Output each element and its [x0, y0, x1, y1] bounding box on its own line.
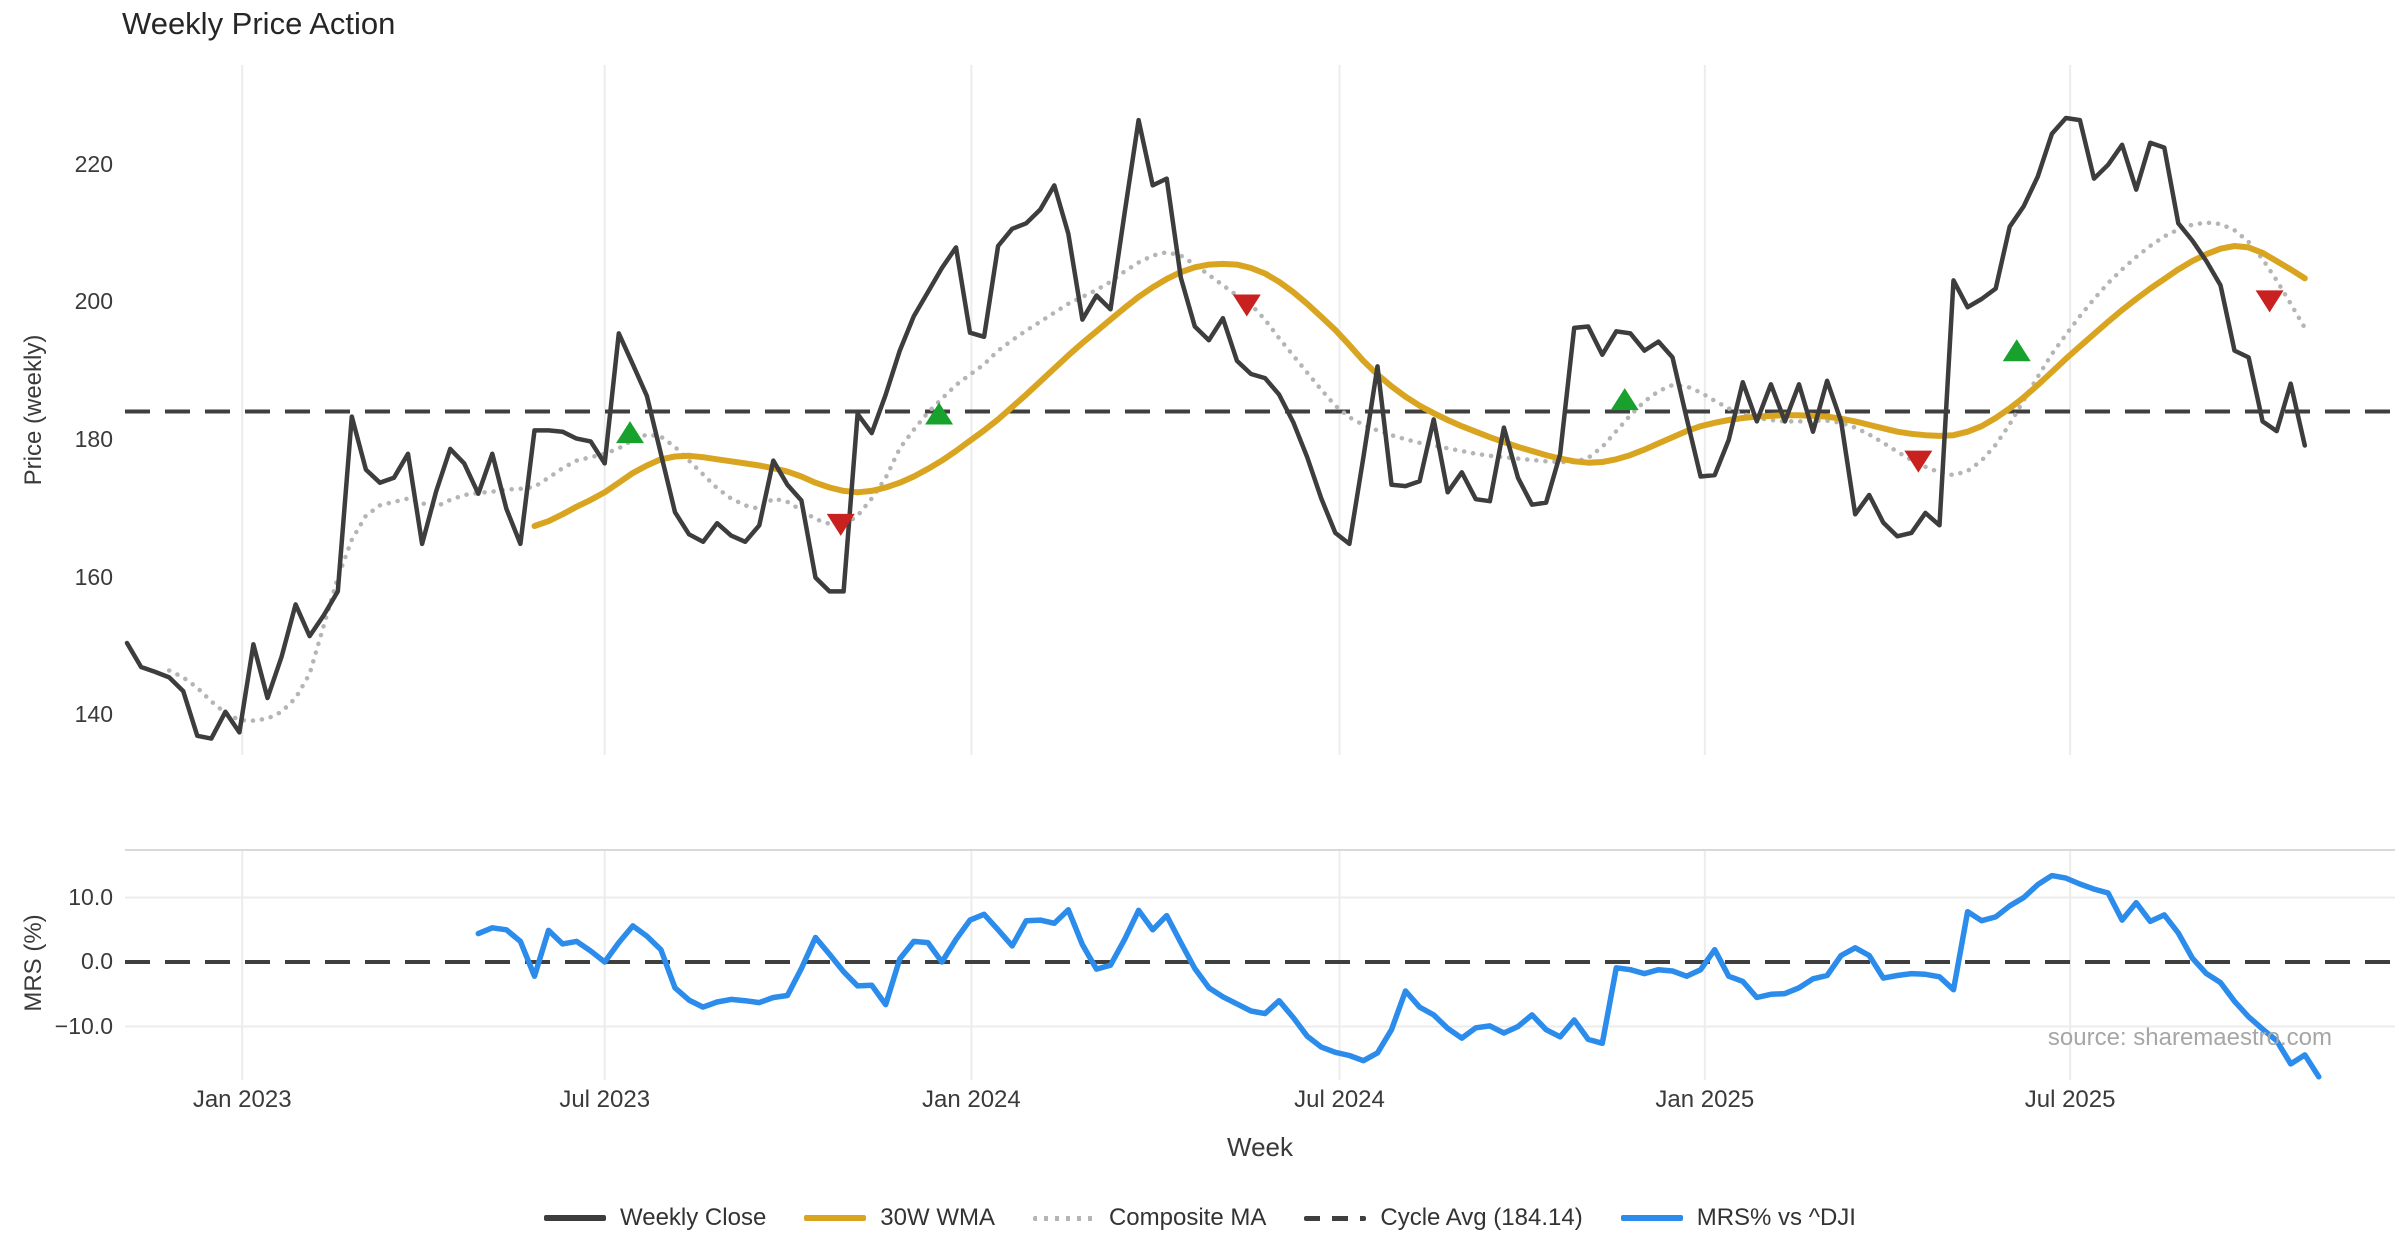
- price-tick-label: 160: [74, 563, 113, 590]
- legend-label: Composite MA: [1108, 1204, 1267, 1231]
- legend-swatch: [544, 1215, 607, 1221]
- source-credit: source: sharemaestro.com: [2047, 1024, 2332, 1051]
- price-axis-label: Price (weekly): [20, 334, 47, 486]
- sell-signal-marker: [826, 513, 855, 536]
- legend-label: Cycle Avg (184.14): [1380, 1204, 1583, 1231]
- mrs-tick-label: 0.0: [81, 948, 113, 974]
- x-tick-label: Jan 2023: [192, 1086, 292, 1113]
- wma-line: [531, 243, 2308, 529]
- sell-signal-marker: [1232, 294, 1261, 317]
- mrs-tick-label: 10.0: [68, 883, 113, 910]
- legend: Weekly Close 30W WMA Composite MA Cycle Avg…: [0, 1204, 2400, 1232]
- price-tick-label: 200: [74, 288, 113, 315]
- legend-item-30w-wma: 30W WMA: [804, 1204, 995, 1232]
- x-tick-label: Jul 2024: [1294, 1086, 1385, 1113]
- chart-title: Weekly Price Action: [122, 6, 396, 41]
- x-tick-label: Jan 2024: [922, 1086, 1021, 1113]
- legend-swatch: [1304, 1215, 1367, 1221]
- x-tick-label: Jan 2025: [1655, 1086, 1755, 1113]
- mrs-tick-label: −10.0: [54, 1012, 113, 1039]
- price-tick-label: 180: [74, 426, 113, 452]
- mrs-line: [475, 872, 2322, 1080]
- buy-signal-marker: [1610, 388, 1639, 411]
- legend-swatch: [1032, 1215, 1095, 1221]
- buy-signal-marker: [2002, 339, 2031, 362]
- x-tick-label: Jul 2023: [559, 1086, 651, 1113]
- legend-swatch: [1620, 1215, 1683, 1221]
- legend-label: Weekly Close: [620, 1204, 767, 1231]
- price-tick-label: 220: [74, 150, 113, 177]
- legend-swatch: [804, 1215, 867, 1221]
- sell-signal-marker: [1904, 450, 1933, 473]
- legend-item-cycle-avg-184-14-: Cycle Avg (184.14): [1304, 1204, 1583, 1232]
- week-axis-label: Week: [1227, 1132, 1293, 1162]
- legend-item-weekly-close: Weekly Close: [544, 1204, 766, 1232]
- legend-label: MRS% vs ^DJI: [1696, 1204, 1856, 1231]
- legend-item-composite-ma: Composite MA: [1032, 1204, 1267, 1232]
- weekly-close-line: [124, 115, 2308, 741]
- price-tick-label: 140: [74, 701, 113, 728]
- legend-item-mrs-vs-dji: MRS% vs ^DJI: [1620, 1204, 1856, 1232]
- sell-signal-marker: [2255, 290, 2284, 313]
- buy-signal-marker: [925, 402, 954, 425]
- x-tick-label: Jul 2025: [2024, 1086, 2116, 1113]
- buy-signal-marker: [615, 421, 644, 444]
- legend-label: 30W WMA: [880, 1204, 995, 1231]
